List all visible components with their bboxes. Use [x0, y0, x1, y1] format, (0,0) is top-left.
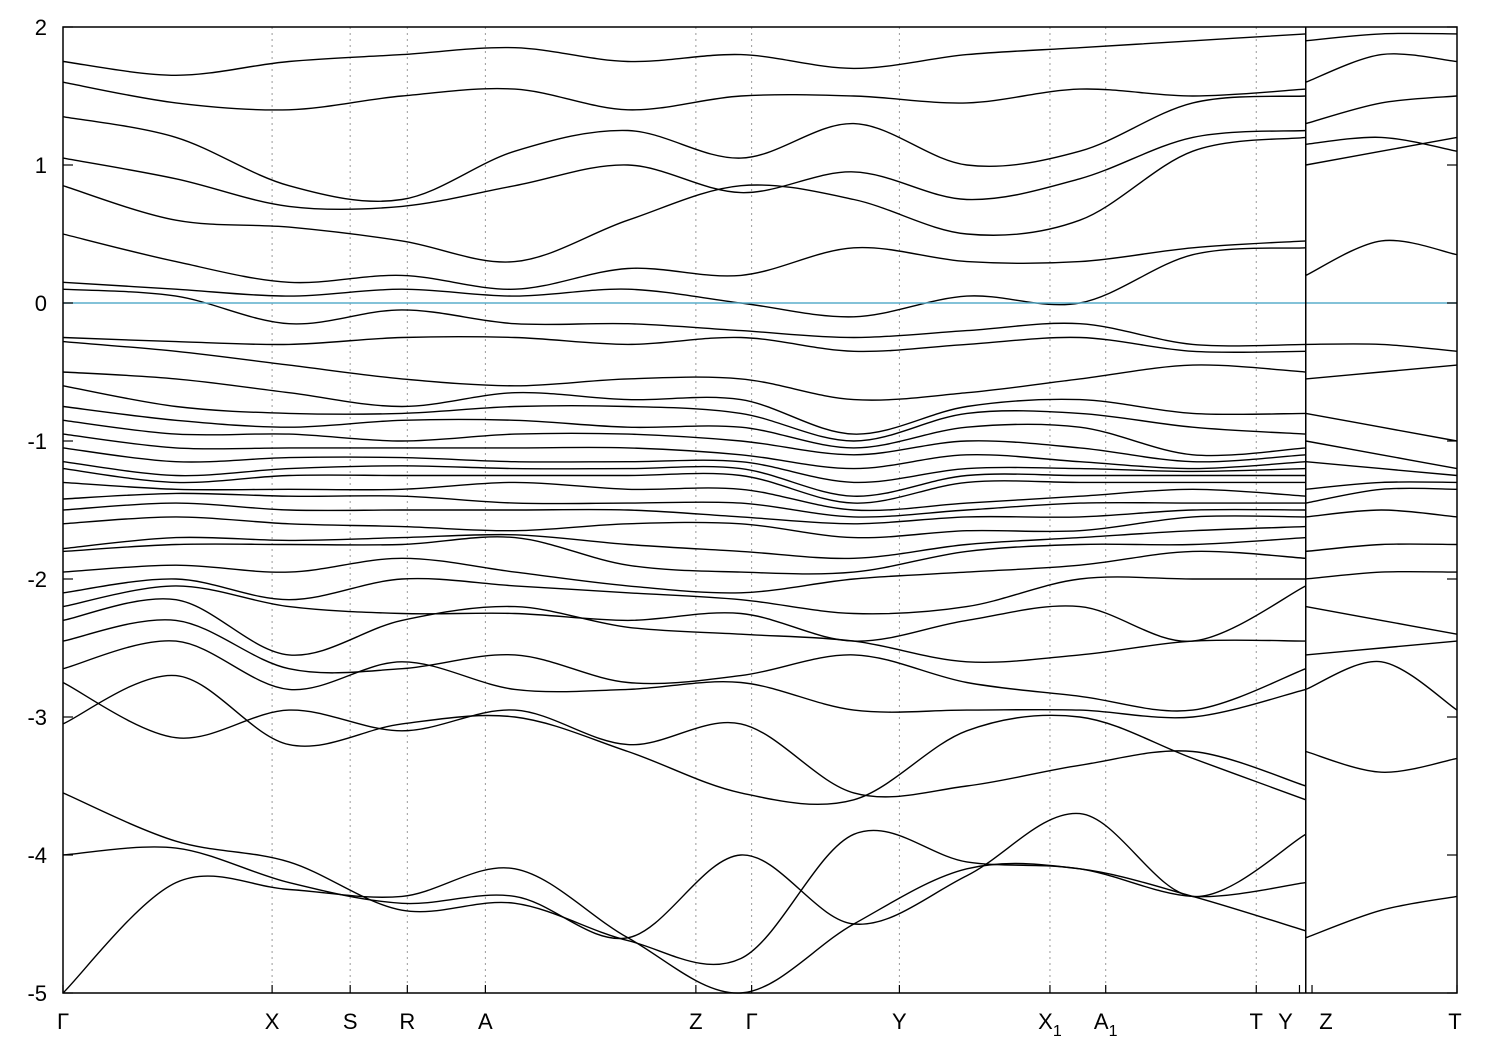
- kpoint-label-6: Γ: [746, 1009, 758, 1034]
- band-line-0-34: [62, 33, 1306, 77]
- band-line-1-17: [1305, 136, 1458, 152]
- band-line-0-28: [62, 247, 1306, 318]
- band-line-0-18: [62, 461, 1306, 497]
- band-line-0-15: [62, 492, 1306, 518]
- band-line-0-12: [62, 525, 1306, 560]
- y-tick-label: -3: [27, 705, 47, 730]
- band-line-0-6: [62, 619, 1307, 712]
- band-line-0-29: [62, 233, 1306, 290]
- band-line-1-20: [1305, 32, 1458, 42]
- band-line-1-2: [1305, 660, 1458, 711]
- band-line-0-7: [62, 598, 1306, 664]
- y-tick-label: 1: [35, 153, 47, 178]
- band-line-0-19: [62, 447, 1306, 484]
- band-line-0-0: [62, 862, 1307, 994]
- y-tick-label: -2: [27, 567, 47, 592]
- vertical-gridlines: [271, 27, 1257, 993]
- band-line-0-4: [62, 681, 1307, 798]
- kpoint-label-12: Z: [1319, 1009, 1332, 1034]
- y-tick-label: -5: [27, 981, 47, 1006]
- band-line-0-16: [62, 481, 1306, 512]
- kpoint-label-10: T: [1250, 1009, 1263, 1034]
- y-axis-ticks: 2 1 0 -1 -2 -3 -4 -5: [27, 15, 1457, 1006]
- band-line-0-26: [62, 335, 1306, 354]
- y-tick-label: -1: [27, 429, 47, 454]
- band-line-1-3: [1305, 640, 1458, 656]
- kpoint-label-9: A1: [1094, 1009, 1118, 1040]
- band-line-1-11: [1305, 440, 1458, 470]
- y-tick-label: 2: [35, 15, 47, 40]
- kpoint-label-7: Y: [892, 1009, 907, 1034]
- band-line-0-3: [62, 674, 1307, 805]
- x-axis-kpoint-labels: Γ X S R A Z Γ Y X1 A1 T Y Z T: [57, 985, 1462, 1040]
- band-line-1-6: [1305, 543, 1458, 553]
- band-line-1-7: [1305, 509, 1458, 518]
- band-line-1-16: [1305, 136, 1458, 166]
- band-line-1-15: [1305, 239, 1458, 277]
- kpoint-label-1: X: [265, 1009, 280, 1034]
- band-line-1-14: [1305, 343, 1458, 352]
- plot-frame: [62, 26, 1458, 994]
- kpoint-label-2: S: [343, 1009, 358, 1034]
- band-line-0-25: [62, 340, 1306, 401]
- band-line-0-21: [62, 419, 1306, 463]
- band-line-0-13: [62, 515, 1306, 539]
- kpoint-label-13: T: [1448, 1009, 1461, 1034]
- band-line-1-19: [1305, 53, 1458, 83]
- band-line-0-14: [62, 502, 1306, 525]
- band-line-1-12: [1305, 412, 1458, 442]
- band-line-0-27: [62, 288, 1306, 347]
- kpoint-label-4: A: [478, 1009, 493, 1034]
- band-line-1-13: [1305, 364, 1458, 380]
- band-line-0-33: [62, 81, 1306, 111]
- band-line-1-9: [1305, 481, 1458, 490]
- band-line-0-23: [62, 385, 1306, 442]
- kpoint-label-11: Y: [1278, 1009, 1293, 1034]
- band-line-0-22: [62, 405, 1306, 457]
- band-line-0-20: [62, 433, 1306, 470]
- band-line-1-5: [1305, 570, 1458, 580]
- band-line-1-4: [1305, 605, 1458, 635]
- band-line-1-18: [1305, 95, 1458, 125]
- band-line-0-17: [62, 467, 1306, 504]
- band-line-0-5: [62, 640, 1306, 719]
- band-lines: [62, 32, 1458, 994]
- band-line-1-8: [1305, 487, 1458, 504]
- kpoint-label-5: Z: [689, 1009, 702, 1034]
- band-line-0-24: [62, 371, 1306, 435]
- band-line-0-30: [62, 136, 1306, 263]
- band-line-0-1: [62, 812, 1307, 940]
- band-line-1-0: [1305, 895, 1458, 939]
- band-line-0-11: [62, 536, 1306, 575]
- band-line-0-2: [62, 792, 1306, 966]
- y-tick-label: 0: [35, 291, 47, 316]
- band-line-1-1: [1305, 750, 1458, 773]
- y-tick-label: -4: [27, 843, 47, 868]
- band-line-0-31: [62, 129, 1306, 211]
- band-line-0-8: [62, 585, 1307, 642]
- kpoint-label-3: R: [399, 1009, 415, 1034]
- band-line-0-9: [62, 576, 1306, 615]
- band-line-0-10: [62, 550, 1306, 594]
- kpoint-label-8: X1: [1038, 1009, 1062, 1040]
- band-line-1-10: [1305, 461, 1458, 477]
- kpoint-label-0: Γ: [57, 1009, 69, 1034]
- band-line-0-32: [62, 95, 1306, 202]
